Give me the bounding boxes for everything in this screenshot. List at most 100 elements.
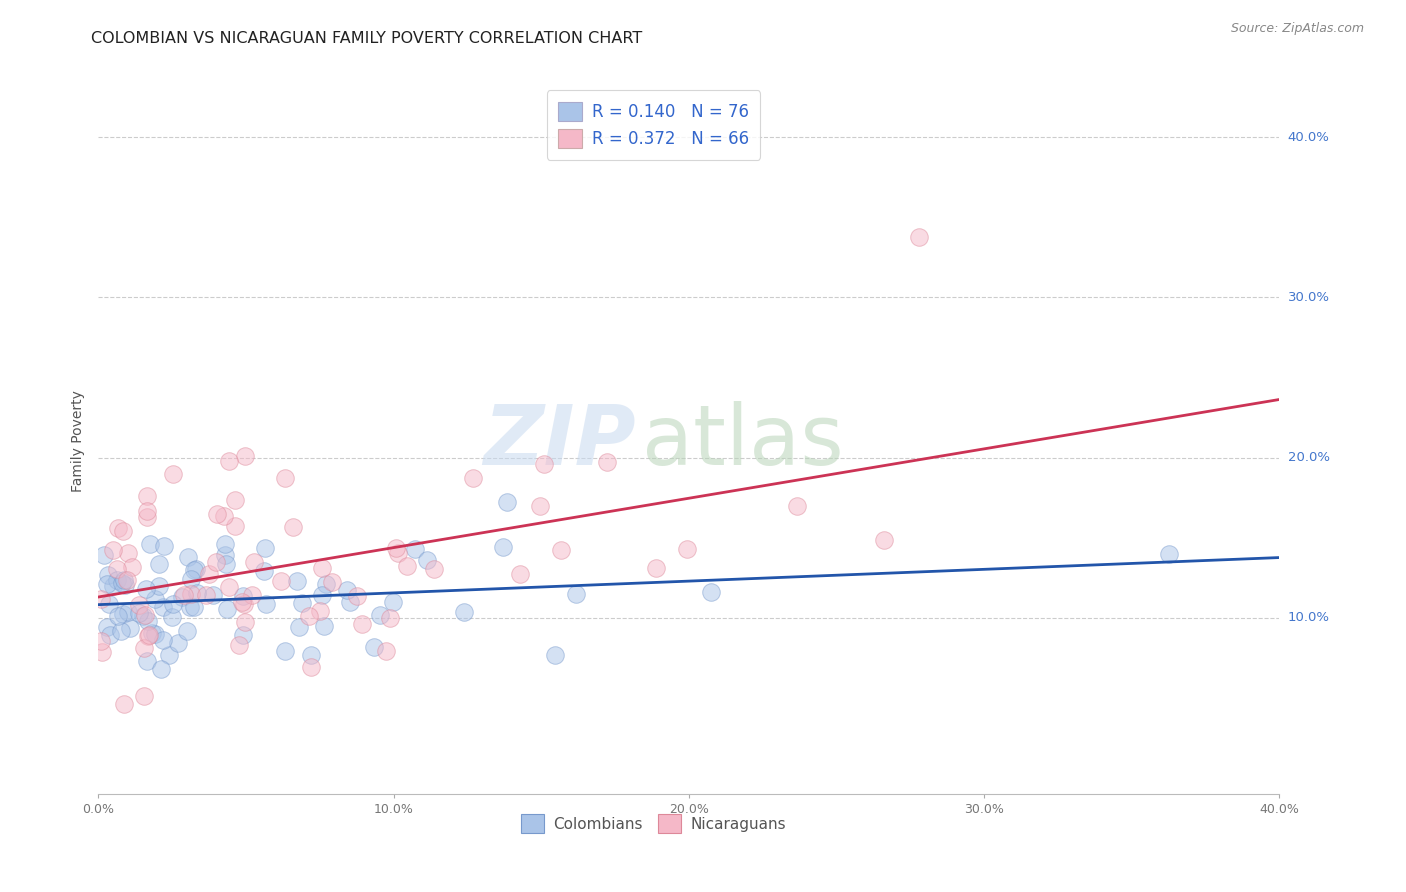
Point (107, 609, 129, 624)
Point (112, 697, 135, 711)
Point (103, 579, 125, 593)
Point (96, 576, 118, 591)
Point (298, 608, 321, 623)
Point (128, 598, 150, 612)
Point (93, 548, 115, 562)
Point (346, 589, 368, 603)
Point (176, 624, 198, 639)
Point (873, 533, 896, 548)
Point (1159, 547, 1181, 561)
Point (461, 471, 484, 485)
Point (117, 605, 139, 619)
Point (114, 578, 136, 592)
Point (153, 539, 176, 553)
Point (321, 575, 343, 590)
Text: ZIP: ZIP (484, 401, 636, 482)
Point (404, 541, 426, 556)
Point (311, 561, 333, 575)
Point (183, 563, 205, 577)
Point (105, 574, 128, 588)
Point (136, 629, 159, 643)
Point (550, 542, 572, 557)
Point (363, 640, 385, 654)
Text: COLOMBIAN VS NICARAGUAN FAMILY POVERTY CORRELATION CHART: COLOMBIAN VS NICARAGUAN FAMILY POVERTY C… (91, 31, 643, 46)
Point (111, 524, 134, 538)
Point (149, 662, 172, 676)
Point (285, 574, 308, 588)
Point (543, 648, 565, 662)
Point (314, 619, 336, 633)
Point (231, 595, 253, 609)
Y-axis label: Family Poverty: Family Poverty (72, 391, 86, 492)
Point (395, 559, 418, 574)
Point (138, 628, 160, 642)
Point (152, 599, 174, 614)
Point (492, 540, 515, 554)
Point (148, 558, 170, 572)
Point (595, 455, 617, 469)
Point (214, 548, 236, 562)
Point (180, 572, 202, 586)
Point (111, 575, 134, 590)
Point (135, 510, 157, 524)
Point (195, 588, 218, 602)
Point (111, 607, 134, 621)
Point (242, 555, 264, 569)
Point (533, 458, 555, 472)
Point (121, 560, 143, 574)
Point (117, 574, 139, 588)
Point (134, 690, 156, 704)
Point (132, 640, 155, 655)
Point (176, 549, 198, 564)
Point (180, 587, 202, 601)
Point (495, 495, 517, 509)
Point (96, 620, 118, 634)
Text: 30.0%: 30.0% (1288, 291, 1330, 304)
Point (170, 591, 193, 605)
Point (173, 588, 195, 602)
Point (233, 449, 256, 463)
Point (270, 574, 292, 588)
Point (166, 636, 188, 650)
Point (117, 546, 139, 560)
Point (132, 608, 155, 623)
Point (145, 591, 167, 606)
Point (274, 643, 297, 657)
Point (281, 520, 304, 534)
Point (529, 499, 551, 513)
Point (186, 562, 208, 576)
Point (157, 648, 180, 662)
Point (141, 625, 163, 640)
Point (143, 627, 166, 641)
Point (311, 588, 333, 602)
Point (218, 580, 240, 594)
Point (110, 624, 132, 639)
Legend: Colombians, Nicaraguans: Colombians, Nicaraguans (515, 808, 792, 839)
Point (98, 628, 121, 642)
Point (416, 553, 439, 567)
Point (253, 564, 276, 578)
Point (135, 654, 157, 668)
Point (205, 508, 228, 522)
Point (186, 586, 208, 600)
Point (254, 541, 277, 556)
Point (240, 588, 263, 602)
Point (645, 561, 668, 575)
Point (205, 555, 228, 569)
Point (90, 592, 112, 607)
Point (215, 602, 238, 616)
Point (135, 582, 157, 596)
Point (565, 587, 588, 601)
Point (233, 597, 256, 611)
Point (152, 632, 174, 647)
Point (107, 520, 129, 534)
Point (183, 600, 205, 615)
Point (908, 229, 931, 244)
Point (228, 638, 250, 652)
Point (148, 579, 170, 593)
Point (423, 562, 446, 576)
Point (202, 588, 225, 602)
Point (700, 584, 723, 599)
Text: Source: ZipAtlas.com: Source: ZipAtlas.com (1230, 22, 1364, 36)
Point (214, 536, 236, 550)
